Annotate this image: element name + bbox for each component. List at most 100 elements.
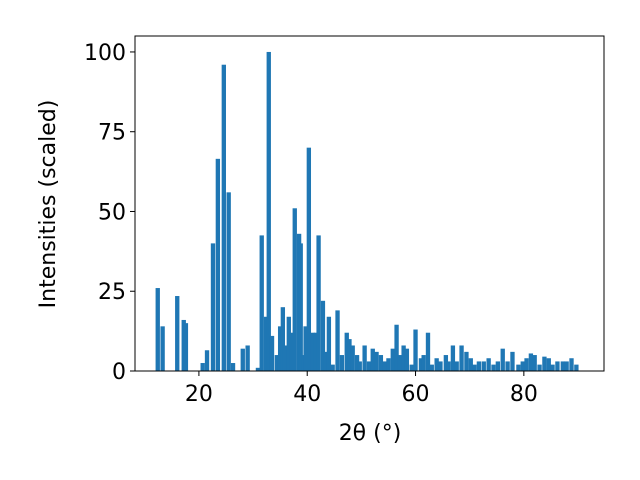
bar bbox=[330, 364, 335, 371]
bar bbox=[335, 310, 340, 371]
bar bbox=[434, 358, 439, 371]
bar bbox=[481, 361, 486, 371]
bar bbox=[537, 364, 542, 371]
bar bbox=[397, 355, 402, 371]
bar bbox=[510, 351, 515, 371]
bar bbox=[289, 332, 295, 371]
x-tick-label: 20 bbox=[185, 382, 213, 407]
bar bbox=[542, 356, 547, 371]
bar bbox=[303, 326, 308, 371]
bar bbox=[316, 235, 321, 371]
bar bbox=[516, 364, 521, 371]
bar bbox=[446, 361, 451, 371]
bar bbox=[354, 355, 360, 371]
bar bbox=[282, 345, 288, 371]
bar bbox=[555, 361, 560, 371]
bar bbox=[524, 358, 529, 371]
bar bbox=[259, 235, 264, 371]
x-tick-label: 60 bbox=[402, 382, 430, 407]
bar bbox=[357, 361, 362, 371]
bar bbox=[263, 316, 269, 371]
bar bbox=[390, 348, 395, 371]
y-tick-label: 75 bbox=[98, 121, 126, 146]
bar bbox=[160, 326, 165, 371]
bar bbox=[240, 348, 245, 371]
bar bbox=[394, 324, 399, 371]
bar bbox=[386, 358, 391, 371]
bar bbox=[204, 350, 210, 371]
bar bbox=[286, 316, 291, 371]
bar bbox=[378, 355, 384, 371]
bar bbox=[326, 316, 332, 371]
bar bbox=[472, 364, 477, 371]
bar bbox=[266, 51, 271, 371]
bar bbox=[175, 296, 180, 371]
bar bbox=[500, 348, 505, 371]
bar bbox=[468, 358, 473, 371]
bar bbox=[438, 361, 443, 371]
bar bbox=[574, 364, 579, 371]
y-tick-label: 100 bbox=[84, 41, 126, 66]
bar bbox=[404, 348, 410, 371]
bar bbox=[413, 329, 418, 371]
bar bbox=[421, 355, 426, 371]
y-axis-label: Intensities (scaled) bbox=[36, 100, 61, 309]
bar bbox=[230, 363, 236, 371]
bar bbox=[313, 332, 319, 371]
bar bbox=[350, 345, 355, 371]
bar bbox=[362, 345, 367, 371]
bar bbox=[221, 64, 226, 371]
y-tick-label: 25 bbox=[98, 280, 126, 305]
bar bbox=[210, 243, 216, 371]
bar bbox=[459, 345, 464, 371]
bar bbox=[532, 355, 537, 371]
bar bbox=[476, 361, 482, 371]
bar bbox=[491, 364, 496, 371]
bar bbox=[245, 345, 250, 371]
bar bbox=[310, 332, 315, 371]
bar bbox=[298, 243, 303, 371]
plot-frame bbox=[134, 35, 605, 372]
bar bbox=[374, 351, 379, 371]
y-tick-label: 50 bbox=[98, 200, 126, 225]
bar bbox=[528, 353, 534, 371]
bar bbox=[339, 355, 345, 371]
bar bbox=[425, 332, 431, 371]
x-tick-label: 40 bbox=[293, 382, 321, 407]
bar bbox=[464, 351, 469, 371]
bar bbox=[418, 358, 424, 371]
bar bbox=[370, 348, 375, 371]
bar bbox=[292, 208, 297, 371]
bar bbox=[409, 364, 414, 371]
bar bbox=[306, 147, 312, 371]
bar bbox=[520, 361, 525, 371]
bar bbox=[323, 351, 328, 371]
bar bbox=[429, 364, 434, 371]
bar bbox=[280, 307, 286, 371]
bar bbox=[454, 361, 459, 371]
bar bbox=[226, 192, 231, 371]
bar bbox=[486, 358, 491, 371]
bar bbox=[347, 339, 352, 371]
bar bbox=[569, 358, 574, 371]
bar bbox=[450, 345, 456, 371]
bar bbox=[366, 361, 372, 371]
bar bbox=[344, 332, 349, 371]
bar bbox=[274, 355, 280, 371]
bar bbox=[155, 288, 160, 371]
bar bbox=[564, 361, 569, 371]
bar bbox=[215, 158, 221, 371]
bar bbox=[183, 323, 189, 371]
bar bbox=[269, 335, 275, 371]
bar bbox=[320, 300, 326, 371]
y-tick-label: 0 bbox=[112, 360, 126, 385]
bar bbox=[505, 361, 510, 371]
bar bbox=[277, 326, 283, 371]
bar bbox=[401, 345, 406, 371]
bar bbox=[255, 367, 261, 371]
bar bbox=[443, 355, 449, 371]
bar bbox=[560, 361, 566, 371]
x-axis-label: 2θ (°) bbox=[339, 421, 402, 446]
bar bbox=[200, 363, 205, 371]
